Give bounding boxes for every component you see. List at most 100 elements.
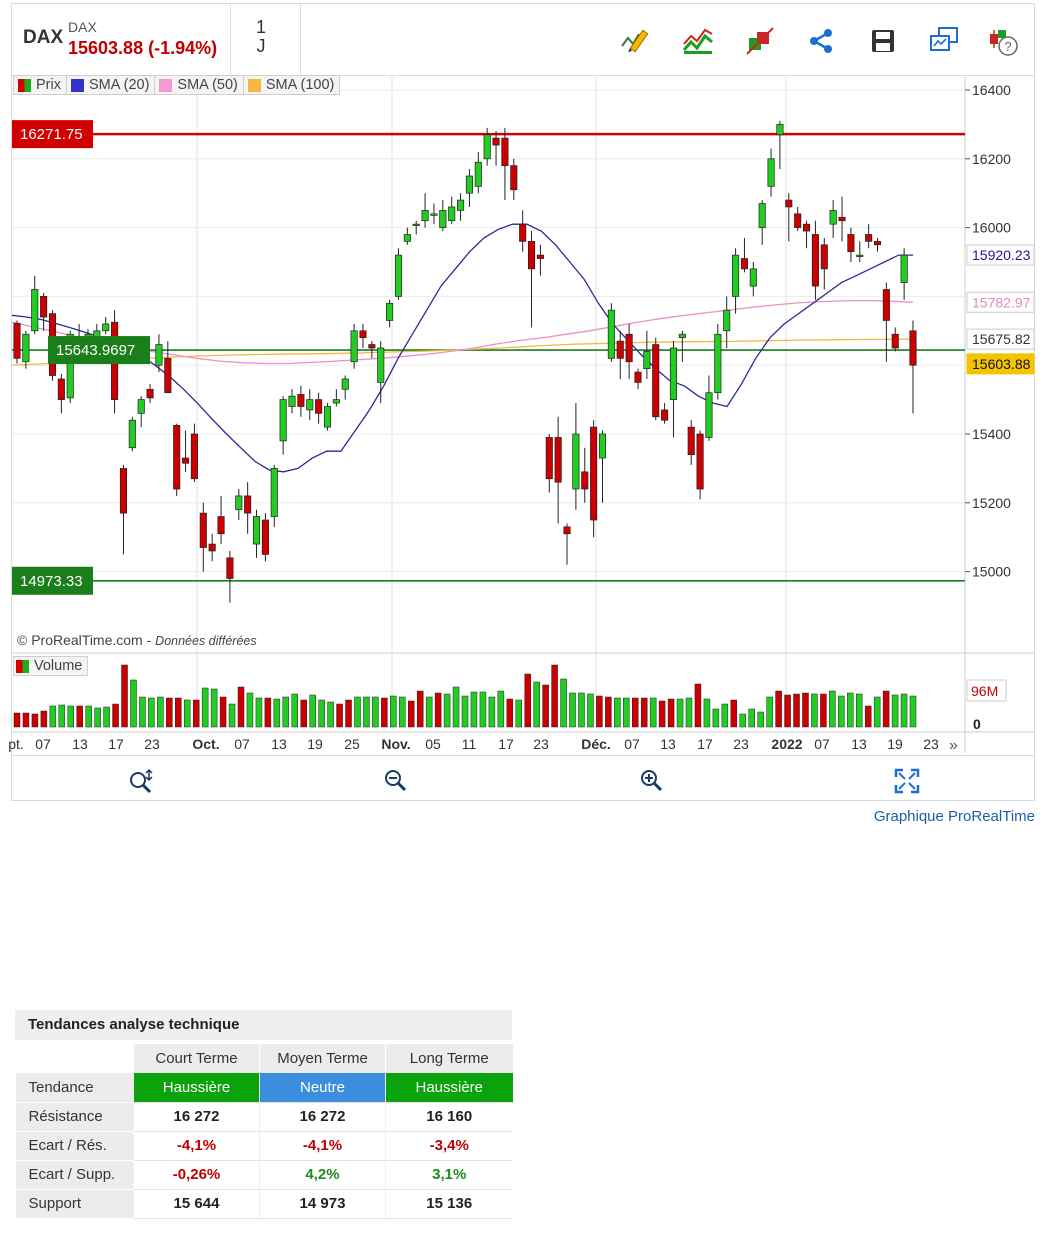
candle (270, 464, 278, 527)
scroll-right-icon[interactable]: » (949, 737, 958, 754)
trading-icon[interactable] (743, 24, 777, 58)
volume-bar (452, 686, 460, 728)
candle-body (572, 433, 580, 490)
volume-bar (793, 693, 800, 728)
volume-bar (192, 699, 200, 728)
volume-bar (882, 690, 890, 728)
drawing-tools-icon[interactable] (618, 24, 652, 58)
candle-body (749, 268, 757, 287)
row-label: Ecart / Supp. (15, 1160, 134, 1190)
last-price: 15603.88 (-1.94%) (68, 38, 218, 58)
share-icon[interactable] (804, 24, 838, 58)
price-label: 15603.88 (972, 356, 1031, 372)
volume-bar (390, 695, 397, 728)
candle-body (811, 234, 819, 287)
candle-body (474, 161, 482, 187)
volume-bar (327, 701, 334, 728)
volume-bar (587, 693, 594, 728)
candle-body (634, 371, 642, 383)
candle-body (421, 210, 429, 222)
candle (740, 237, 748, 273)
volume-bar (658, 700, 666, 728)
multi-chart-icon[interactable] (927, 24, 961, 58)
candle-body (457, 199, 465, 211)
zoom-toolbar (11, 755, 1035, 801)
candle-body (199, 512, 207, 548)
volume-bar (614, 697, 621, 728)
volume-bar (838, 695, 845, 728)
legend-item[interactable]: SMA (100) (244, 76, 340, 94)
level-label: 16271.75 (20, 126, 83, 143)
candle (306, 389, 314, 421)
volume-bar (309, 694, 316, 728)
candle-body (208, 543, 216, 552)
candle-body (785, 199, 793, 208)
period-selector[interactable]: 1 J (256, 18, 266, 56)
candle (182, 430, 190, 472)
candle-body (607, 309, 615, 359)
legend-swatch (247, 78, 261, 92)
zoom-out-icon[interactable] (383, 768, 409, 794)
price-chart[interactable]: 16400 16200 16000 15400 15200 15000 15920.23 15… (0, 0, 1057, 801)
price-label: 15782.97 (972, 294, 1031, 310)
candle (244, 482, 252, 534)
fullscreen-icon[interactable] (894, 768, 920, 794)
chart-legend: Prix SMA (20) SMA (50) SMA (100) (13, 75, 341, 95)
legend-item[interactable]: Prix (14, 76, 67, 94)
x-tick-label: 23 (533, 736, 549, 752)
volume-bar (13, 712, 21, 728)
chart-credit-link[interactable]: Graphique ProRealTime (873, 808, 1035, 825)
volume-bar (201, 687, 209, 728)
volume-bar (829, 690, 836, 728)
sma20-line (11, 223, 913, 473)
legend-item[interactable]: SMA (50) (155, 76, 244, 94)
candle (900, 248, 908, 300)
candle-body (696, 433, 704, 490)
candle-body (261, 519, 269, 555)
volume-bar (237, 686, 245, 728)
indicators-icon[interactable] (681, 24, 715, 58)
candle (492, 131, 500, 166)
candle-body (350, 330, 358, 363)
candle-body (563, 526, 571, 535)
candle (173, 423, 181, 496)
volume-bar (569, 692, 576, 728)
candle-body (723, 309, 731, 332)
volume-bar (336, 703, 343, 728)
candle (102, 317, 110, 335)
instrument-symbol[interactable]: DAX (23, 27, 64, 48)
candle-body (590, 426, 598, 521)
help-icon[interactable]: ? (986, 24, 1020, 58)
volume-bar (578, 692, 585, 728)
volume-bar (58, 704, 66, 728)
legend-label: SMA (20) (88, 77, 150, 93)
volume-bar (291, 693, 299, 728)
x-tick-label: 2022 (771, 736, 802, 752)
candle-body (403, 234, 411, 242)
candle-body (359, 330, 367, 339)
y-tick-label: 15400 (972, 426, 1011, 442)
volume-bar (416, 690, 424, 728)
save-icon[interactable] (866, 24, 900, 58)
row-label: Résistance (15, 1102, 134, 1132)
zoom-in-icon[interactable] (639, 768, 665, 794)
candle (687, 420, 695, 465)
candle (22, 330, 30, 369)
volume-bar (130, 679, 137, 728)
zoom-fit-icon[interactable] (128, 768, 154, 794)
instrument-name: DAX (68, 19, 97, 35)
table-cell: 16 272 (133, 1102, 260, 1132)
volume-bar (175, 697, 182, 728)
candle (536, 244, 544, 276)
candle (137, 396, 145, 428)
candle-body (829, 210, 837, 225)
volume-bar (372, 696, 379, 728)
legend-item[interactable]: SMA (20) (67, 76, 156, 94)
candle (678, 330, 686, 362)
x-tick-label: 25 (344, 736, 360, 752)
volume-legend: Volume (13, 656, 89, 676)
candle (190, 423, 198, 483)
candle (873, 237, 882, 252)
volume-max-label: 96M (971, 683, 998, 699)
candle (146, 384, 154, 404)
